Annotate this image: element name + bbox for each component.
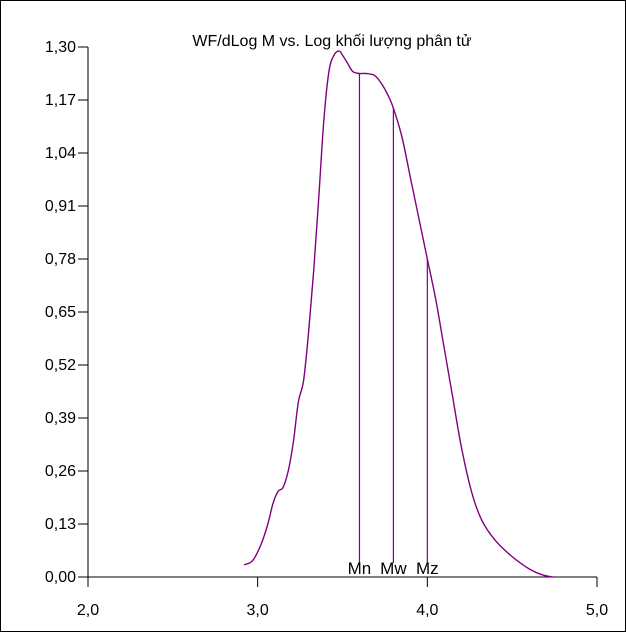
x-tick-label: 5,0 bbox=[586, 602, 608, 619]
x-tick-label: 3,0 bbox=[247, 602, 269, 619]
y-tick-label: 0,39 bbox=[45, 410, 76, 427]
average-markers: Mn Mw Mz bbox=[348, 73, 439, 578]
axes: 0,00 0,13 0,26 0,39 0,52 0,65 0,78 0,91 1,04 1,17… bbox=[45, 39, 608, 619]
marker-label-mz: Mz bbox=[416, 559, 439, 578]
chart-title: WF/dLog M vs. Log khối lượng phân tử bbox=[192, 33, 471, 50]
y-tick-label: 0,91 bbox=[45, 198, 76, 215]
distribution-curve bbox=[243, 50, 554, 578]
y-tick-label: 0,52 bbox=[45, 357, 76, 374]
marker-label-mn: Mn bbox=[348, 559, 372, 578]
y-tick-label: 1,30 bbox=[45, 39, 76, 56]
y-tick-label: 0,26 bbox=[45, 463, 76, 480]
y-tick-label: 1,04 bbox=[45, 145, 76, 162]
series-group bbox=[243, 50, 554, 578]
y-tick-label: 0,13 bbox=[45, 516, 76, 533]
y-tick-label: 0,78 bbox=[45, 251, 76, 268]
y-tick-label: 0,65 bbox=[45, 304, 76, 321]
marker-label-mw: Mw bbox=[380, 559, 407, 578]
x-tick-label: 2,0 bbox=[77, 602, 99, 619]
y-tick-label: 0,00 bbox=[45, 569, 76, 586]
y-tick-label: 1,17 bbox=[45, 92, 76, 109]
x-tick-label: 4,0 bbox=[416, 602, 438, 619]
